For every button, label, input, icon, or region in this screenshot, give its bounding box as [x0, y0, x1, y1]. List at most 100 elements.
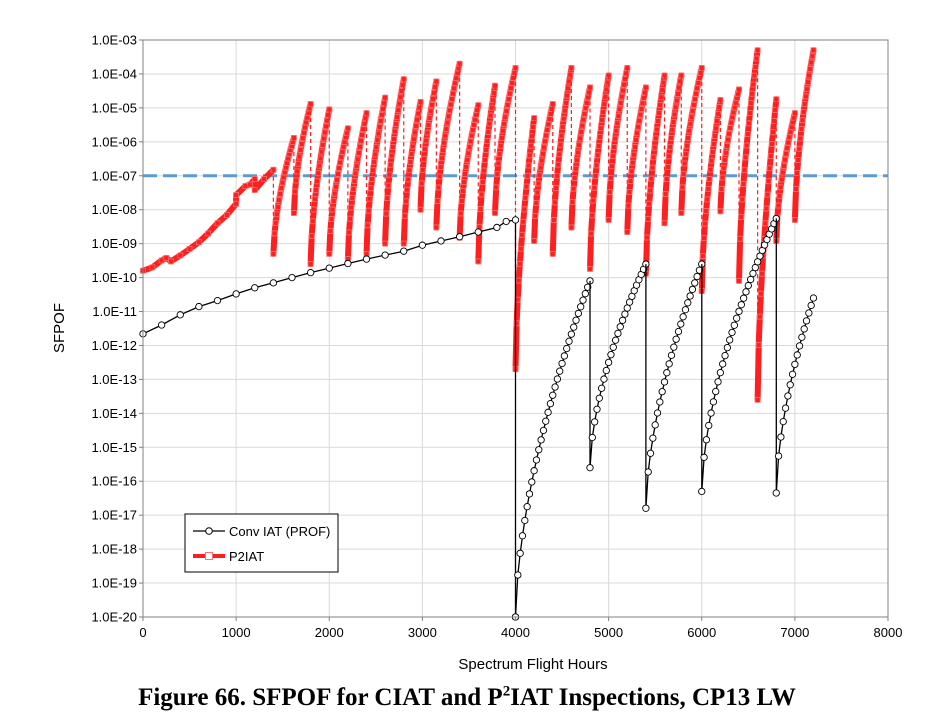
- p2iat-point: [478, 191, 485, 198]
- conv-point: [546, 400, 555, 408]
- p2iat-point: [694, 85, 701, 92]
- p2iat-point: [649, 164, 656, 171]
- p2iat-point: [685, 135, 691, 141]
- p2iat-point: [541, 144, 547, 151]
- p2iat-point: [641, 89, 648, 96]
- p2iat-point: [401, 212, 408, 219]
- y-tick-label: 1.0E-03: [91, 33, 137, 48]
- p2iat-point: [386, 171, 393, 178]
- x-tick-label: 7000: [780, 625, 809, 640]
- p2iat-point: [395, 107, 402, 114]
- p2iat-point: [516, 260, 523, 267]
- conv-point: [586, 464, 594, 472]
- figure-caption: Figure 66. SFPOF for CIAT and P2IAT Insp…: [0, 684, 934, 712]
- p2iat-point: [427, 108, 434, 115]
- conv-point: [681, 306, 690, 314]
- p2iat-point: [709, 149, 716, 156]
- conv-point: [574, 309, 583, 318]
- p2iat-point: [607, 174, 614, 181]
- p2iat-point: [714, 118, 720, 124]
- p2iat-point: [672, 104, 679, 111]
- p2iat-point: [581, 110, 588, 117]
- conv-point: [600, 375, 608, 383]
- p2iat-point: [501, 120, 508, 127]
- p2iat-point: [524, 172, 531, 179]
- p2iat-point: [518, 245, 524, 252]
- p2iat-point: [797, 135, 804, 142]
- conv-point: [709, 398, 718, 406]
- p2iat-point: [380, 106, 386, 112]
- p2iat-point: [720, 165, 727, 172]
- p2iat-point: [205, 230, 212, 237]
- p2iat-point: [628, 168, 635, 175]
- p2iat-point: [407, 158, 414, 165]
- p2iat-point: [571, 175, 578, 181]
- conv-point: [691, 279, 699, 287]
- conv-point: [719, 360, 727, 368]
- p2iat-point: [503, 108, 510, 114]
- p2iat-point: [784, 145, 791, 151]
- p2iat-point: [315, 170, 322, 177]
- conv-point: [653, 409, 662, 417]
- p2iat-point: [490, 89, 497, 96]
- p2iat-point: [526, 152, 533, 159]
- p2iat-point: [371, 159, 378, 166]
- p2iat-point: [600, 109, 607, 115]
- p2iat-point: [543, 132, 550, 139]
- y-axis-ticks: 1.0E-03 1.0E-04 1.0E-05 1.0E-06 1.0E-07 1.0E-…: [91, 33, 143, 625]
- p2iat-point: [327, 228, 334, 234]
- conv-point: [595, 394, 603, 402]
- conv-point: [269, 279, 278, 287]
- p2iat-point: [756, 313, 763, 320]
- x-axis-ticks: 0 1000 2000 3000 4000 5000 6000 7000 8000: [139, 617, 902, 640]
- p2iat-point: [548, 106, 555, 112]
- p2iat-point: [782, 156, 788, 163]
- conv-point: [744, 281, 752, 290]
- y-tick-label: 1.0E-13: [91, 372, 137, 387]
- conv-point: [777, 433, 785, 441]
- y-tick-label: 1.0E-17: [91, 508, 137, 523]
- p2iat-point: [308, 232, 315, 239]
- p2iat-point: [270, 250, 277, 257]
- conv-point: [553, 375, 562, 383]
- p2iat-point: [301, 129, 307, 136]
- p2iat-point: [695, 80, 702, 86]
- p2iat-point: [323, 123, 329, 130]
- p2iat-point: [762, 220, 769, 227]
- p2iat-point: [594, 152, 601, 159]
- p2iat-point: [582, 105, 589, 112]
- p2iat-point: [751, 72, 758, 79]
- p2iat-point: [785, 139, 792, 146]
- p2iat-point: [353, 163, 360, 170]
- p2iat-point: [793, 186, 799, 192]
- p2iat-point: [587, 266, 593, 272]
- conv-point: [521, 516, 529, 525]
- p2iat-point: [273, 211, 280, 218]
- p2iat-point: [378, 111, 385, 118]
- p2iat-point: [312, 196, 318, 203]
- p2iat-point: [737, 235, 743, 242]
- p2iat-point: [662, 191, 669, 198]
- p2iat-point: [646, 200, 653, 207]
- conv-point: [677, 320, 685, 328]
- conv-point: [684, 299, 692, 307]
- conv-point: [213, 296, 222, 305]
- p2iat-point: [604, 79, 611, 86]
- p2iat-point: [496, 151, 503, 158]
- p2iat-point: [416, 104, 423, 111]
- p2iat-point: [605, 217, 612, 223]
- p2iat-point: [523, 183, 530, 190]
- p2iat-point: [357, 143, 363, 150]
- p2iat-point: [591, 184, 598, 191]
- p2iat-point: [453, 75, 460, 82]
- p2iat-point: [410, 136, 417, 143]
- conv-point: [730, 321, 738, 329]
- p2iat-point: [446, 107, 453, 114]
- conv-point: [679, 313, 687, 321]
- conv-point: [663, 369, 671, 377]
- p2iat-point: [652, 135, 659, 142]
- p2iat-point: [537, 164, 544, 171]
- conv-point: [651, 421, 659, 429]
- conv-point: [807, 301, 815, 310]
- p2iat-point: [313, 186, 320, 193]
